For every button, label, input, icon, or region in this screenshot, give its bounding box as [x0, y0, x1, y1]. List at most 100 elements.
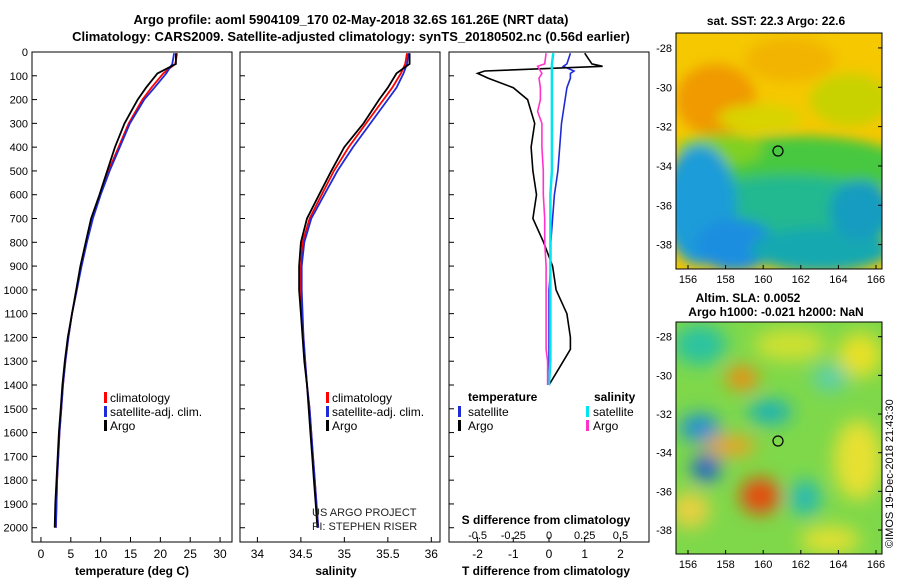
sla-map-title-1: Altim. SLA: 0.0052	[696, 291, 801, 305]
y-tick-label: 100	[10, 71, 28, 83]
temperature-legend: climatology satellite-adj. clim. Argo	[104, 391, 202, 433]
sst-map-axes: -28 -30 -32 -34 -36 -38 156 158 160 162 164 166	[656, 43, 885, 286]
y-tick-label: 1300	[4, 356, 28, 368]
sla-map-title-2: Argo h1000: -0.021 h2000: NaN	[688, 305, 863, 319]
diff-legend-salinity-title: salinity	[594, 390, 636, 404]
x-tick-label: 30	[213, 547, 227, 561]
sal-argo-diff-line	[536, 53, 549, 385]
y-tick-label: 400	[10, 142, 28, 154]
y-tick-label: 900	[10, 261, 28, 273]
lat-tick-label: -38	[656, 240, 672, 252]
diff-legend-temp-argo: Argo	[468, 419, 494, 433]
salinity-panel-frame	[239, 51, 441, 543]
lon-tick-label: 158	[716, 559, 734, 571]
legend-swatch-argo	[326, 420, 329, 431]
y-tick-label: 1500	[4, 404, 28, 416]
temp-argo-diff-line	[475, 52, 603, 386]
lat-tick-label: -34	[656, 448, 672, 460]
lon-tick-label: 166	[867, 559, 885, 571]
y-tick-label: 1000	[4, 285, 28, 297]
y-tick-label: 600	[10, 190, 28, 202]
y-tick-label: 500	[10, 166, 28, 178]
x-tick-label: 5	[67, 547, 74, 561]
y-tick-label: 300	[10, 118, 28, 130]
diff-legend-sal-argo: Argo	[593, 419, 619, 433]
s-tick-label: -0.5	[468, 530, 487, 542]
temperature-panel-frame	[31, 51, 233, 543]
y-tick-label: 1600	[4, 428, 28, 440]
legend-label-satellite: satellite-adj. clim.	[110, 405, 202, 419]
x-tick-label: 0	[546, 547, 553, 561]
s-difference-axis-label: S difference from climatology	[462, 513, 631, 527]
credit-pi: PI: STEPHEN RISER	[312, 521, 417, 533]
lon-tick-label: 164	[829, 274, 847, 286]
sst-map-frame	[675, 32, 883, 270]
sla-argo-location-marker	[772, 435, 784, 447]
y-tick-label: 1800	[4, 475, 28, 487]
s-tick-label: 0.5	[613, 530, 628, 542]
y-tick-label: 1900	[4, 499, 28, 511]
temperature-plot: 0100200300400500600700800900100011001200…	[4, 47, 228, 561]
sla-map-frame	[675, 321, 883, 555]
legend-label-climatology: climatology	[332, 391, 392, 405]
s-tick-label: -0.25	[501, 530, 526, 542]
series-argo-line	[298, 53, 411, 528]
x-tick-label: 35.5	[376, 547, 400, 561]
legend-label-argo: Argo	[110, 419, 136, 433]
x-tick-label: -2	[472, 547, 483, 561]
lat-tick-label: -28	[656, 332, 672, 344]
lat-tick-label: -36	[656, 200, 672, 212]
legend-swatch-climatology	[326, 392, 329, 403]
x-tick-label: 0	[38, 547, 45, 561]
sal-satellite-diff-line	[547, 53, 555, 386]
header-line-2: Climatology: CARS2009. Satellite-adjuste…	[72, 29, 630, 44]
y-tick-label: 1200	[4, 332, 28, 344]
legend-label-argo: Argo	[332, 419, 358, 433]
diff-legend-swatch-temp-argo	[458, 420, 461, 431]
credit-project: US ARGO PROJECT	[312, 507, 417, 519]
lat-tick-label: -28	[656, 43, 672, 55]
diff-legend-swatch-sal-satellite	[586, 406, 589, 417]
t-difference-axis-label: T difference from climatology	[462, 564, 630, 578]
lat-tick-label: -36	[656, 486, 672, 498]
lat-tick-label: -32	[656, 409, 672, 421]
s-tick-label: 0.25	[574, 530, 595, 542]
diff-legend-swatch-temp-satellite	[458, 406, 461, 417]
lon-tick-label: 164	[829, 559, 847, 571]
diff-legend-swatch-sal-argo	[586, 420, 589, 431]
diff-legend-temperature-title: temperature	[468, 390, 538, 404]
lon-tick-label: 156	[679, 559, 697, 571]
temperature-axis-label: temperature (deg C)	[75, 564, 189, 578]
x-tick-label: 1	[581, 547, 588, 561]
lon-tick-label: 162	[792, 274, 810, 286]
sst-argo-location-marker	[772, 145, 784, 157]
y-tick-label: 1100	[4, 309, 28, 321]
diff-legend-temp-satellite: satellite	[468, 405, 509, 419]
y-tick-label: 1700	[4, 451, 28, 463]
timestamp: ©IMOS 19-Dec-2018 21:43:30	[884, 399, 896, 548]
lat-tick-label: -32	[656, 122, 672, 134]
lon-tick-label: 158	[716, 274, 734, 286]
y-tick-label: 700	[10, 214, 28, 226]
lon-tick-label: 160	[754, 274, 772, 286]
lon-tick-label: 156	[679, 274, 697, 286]
x-tick-label: 35	[338, 547, 352, 561]
lat-tick-label: -30	[656, 370, 672, 382]
y-tick-label: 2000	[4, 523, 28, 535]
x-tick-label: 25	[184, 547, 198, 561]
series-climatology-line	[55, 53, 178, 528]
x-tick-label: 34.5	[289, 547, 313, 561]
x-tick-label: 15	[124, 547, 138, 561]
x-tick-label: 10	[94, 547, 108, 561]
y-tick-label: 1400	[4, 380, 28, 392]
sst-map-title: sat. SST: 22.3 Argo: 22.6	[707, 14, 846, 28]
legend-swatch-climatology	[104, 392, 107, 403]
y-tick-label: 0	[22, 47, 28, 59]
lat-tick-label: -34	[656, 161, 672, 173]
lat-tick-label: -38	[656, 525, 672, 537]
salinity-axis-label: salinity	[315, 564, 357, 578]
x-tick-label: 2	[617, 547, 624, 561]
series-argo-line	[53, 53, 177, 528]
lon-tick-label: 160	[754, 559, 772, 571]
